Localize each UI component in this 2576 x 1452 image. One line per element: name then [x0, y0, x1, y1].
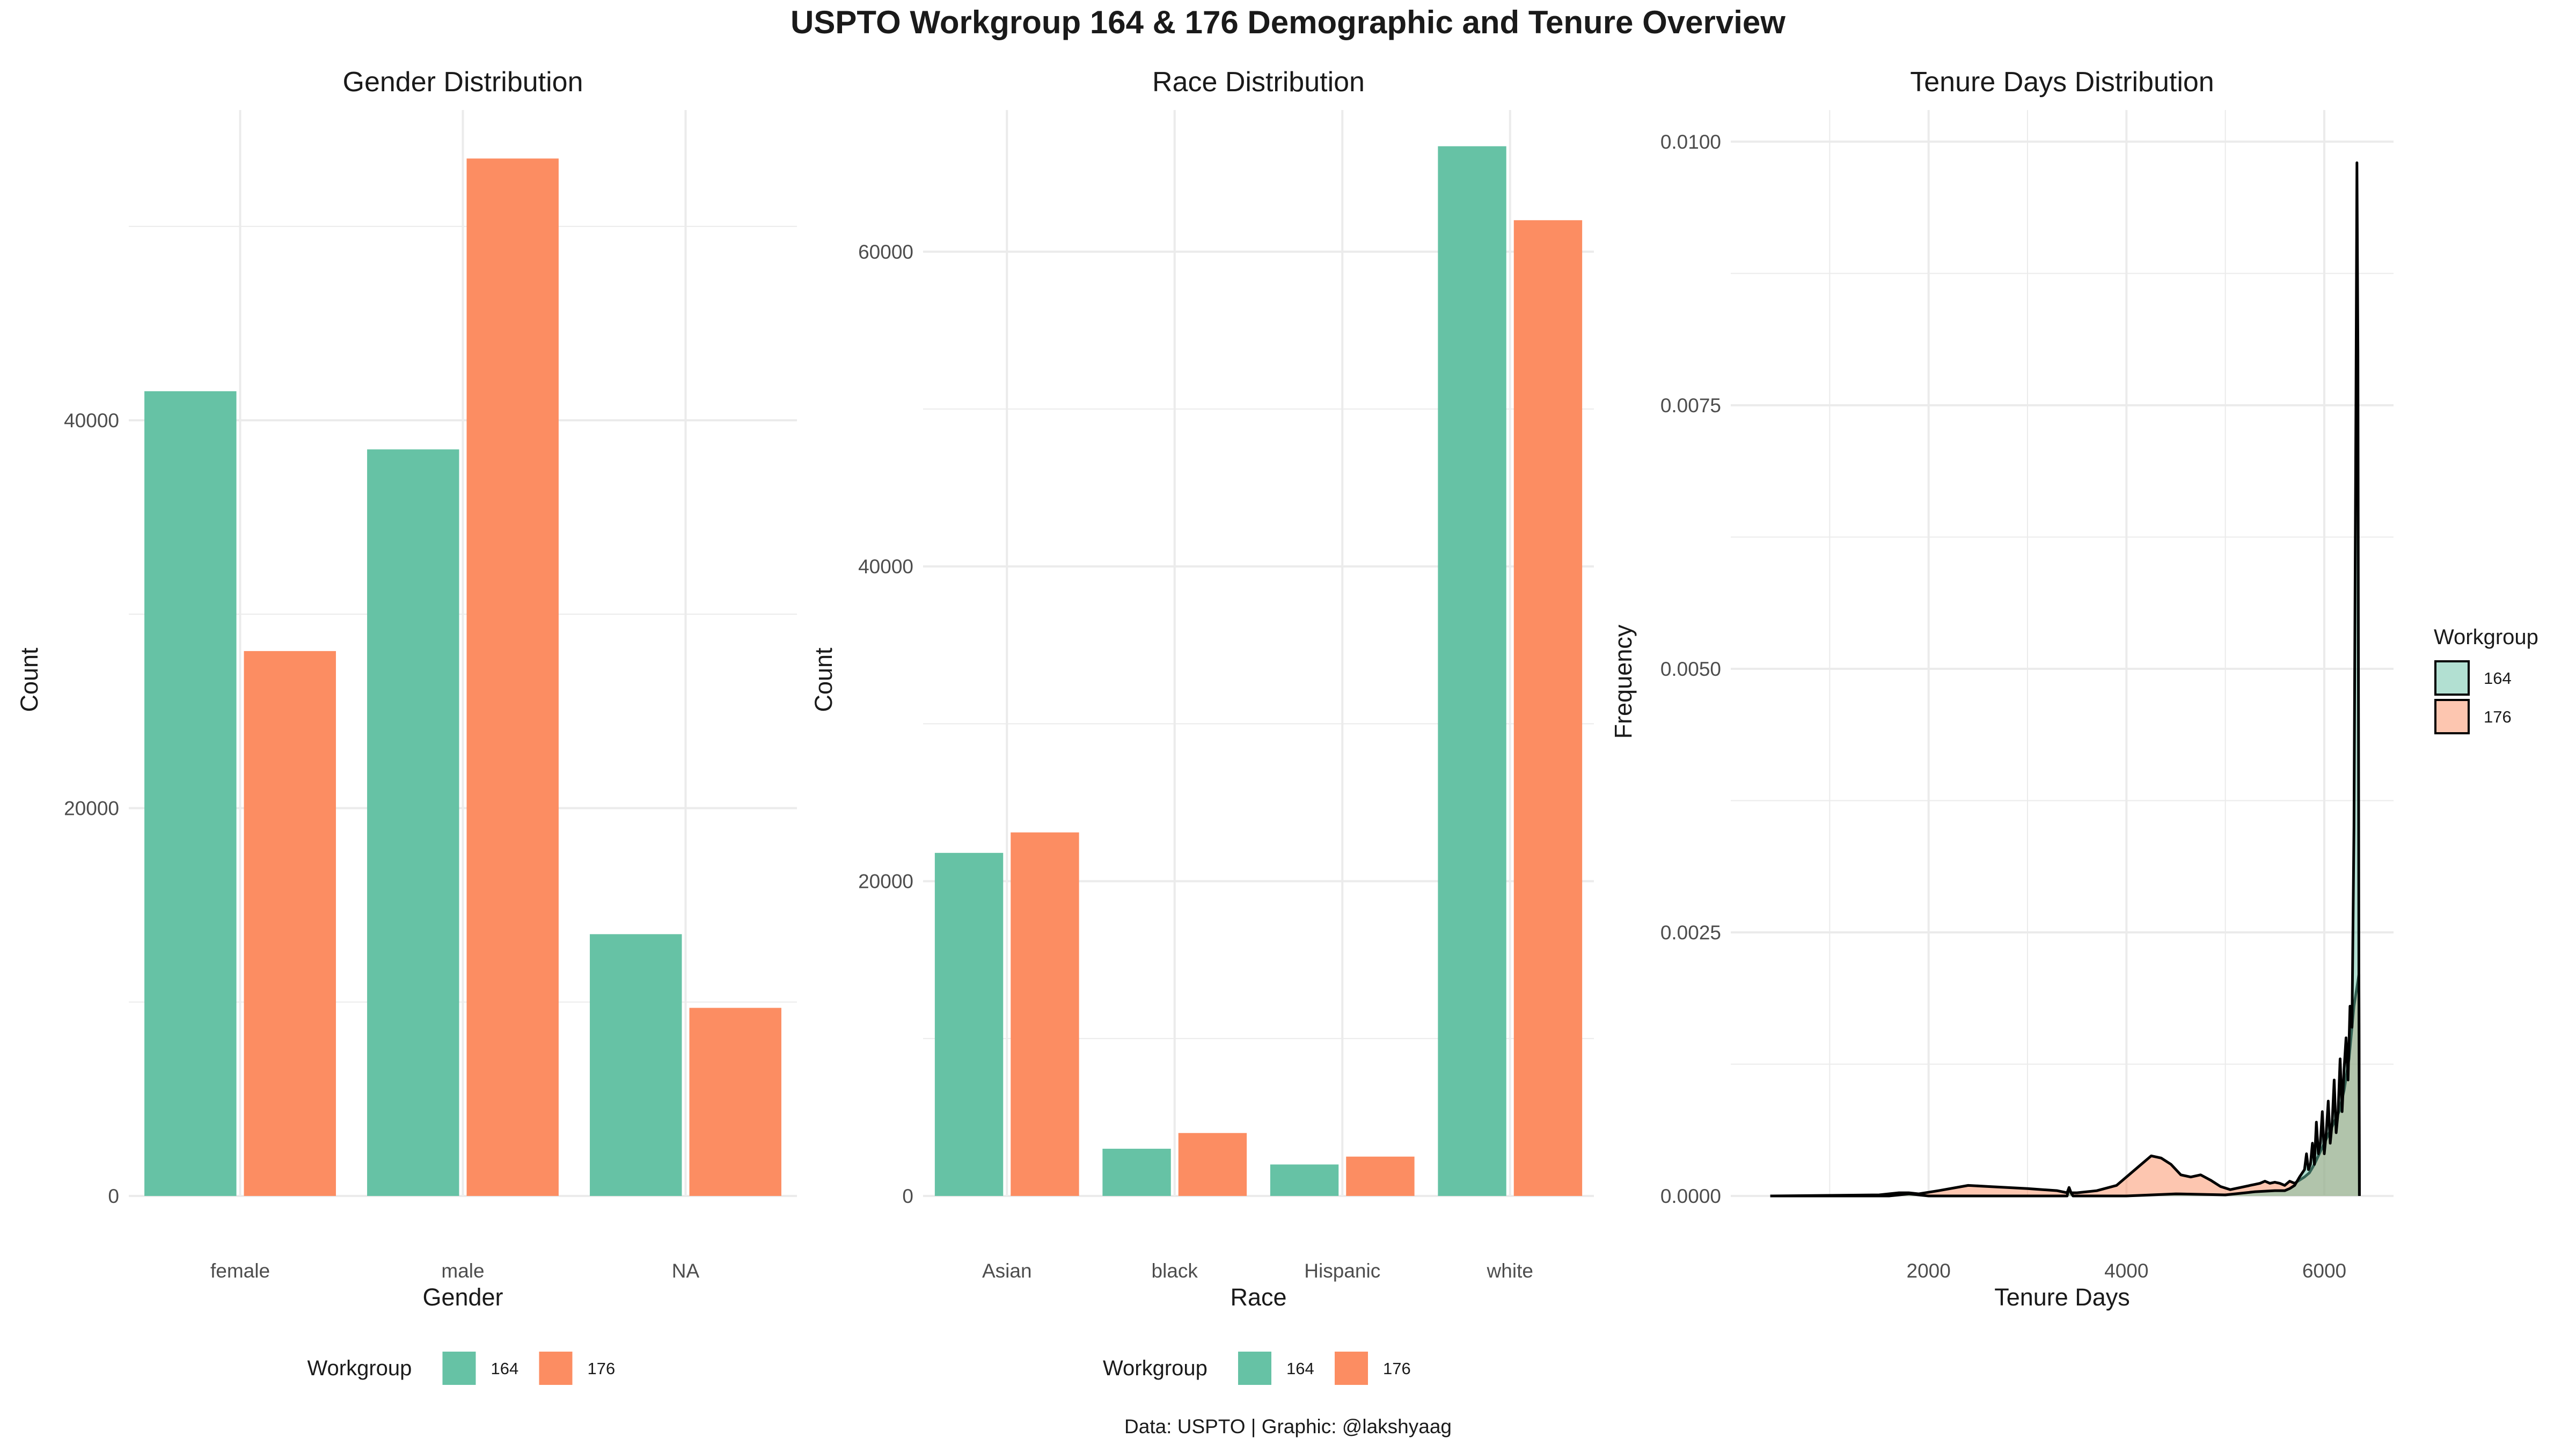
x-tick-label: 6000: [2302, 1260, 2346, 1282]
x-tick-label: 4000: [2104, 1260, 2148, 1282]
bar-na-164: [590, 934, 682, 1196]
legend-bottom: Workgroup 164 176: [1103, 1352, 1411, 1385]
legend-key-164: [442, 1352, 476, 1385]
density-area-176: [1770, 974, 2360, 1196]
y-axis-title: Count: [810, 647, 837, 712]
y-axis-title: Count: [16, 647, 43, 712]
legend-label-176: 176: [588, 1359, 616, 1378]
x-tick-label: Hispanic: [1304, 1260, 1380, 1282]
panel-title: Gender Distribution: [343, 67, 583, 98]
bar-black-164: [1102, 1149, 1171, 1196]
bar-white-176: [1513, 220, 1583, 1196]
bar-female-176: [244, 651, 336, 1196]
y-tick-label: 0: [108, 1185, 119, 1207]
legend-label-176: 176: [1383, 1359, 1411, 1378]
bar-black-176: [1178, 1133, 1247, 1196]
figure-title: USPTO Workgroup 164 & 176 Demographic an…: [791, 4, 1785, 40]
x-tick-label: white: [1487, 1260, 1533, 1282]
x-axis-title: Gender: [422, 1283, 503, 1311]
x-tick-label: 2000: [1907, 1260, 1951, 1282]
bar-na-176: [689, 1008, 781, 1196]
panel-title: Tenure Days Distribution: [1910, 67, 2214, 98]
density-line-176: [1770, 973, 2361, 1198]
legend-key-176: [1335, 1352, 1368, 1385]
legend-label-164: 164: [2484, 669, 2512, 688]
y-tick-label: 0: [902, 1185, 913, 1207]
bar-female-164: [144, 391, 237, 1196]
y-tick-label: 0.0000: [1660, 1185, 1721, 1207]
x-tick-label: NA: [672, 1260, 700, 1282]
y-tick-label: 40000: [64, 410, 119, 432]
y-tick-label: 0.0025: [1660, 922, 1721, 944]
x-tick-label: black: [1152, 1260, 1198, 1282]
density-panel-tenure: 0.0000 0.0025 0.0050 0.0075 0.0100 2000 4000 60…: [1609, 67, 2538, 1311]
legend-key-164: [1238, 1352, 1271, 1385]
legend-title: Workgroup: [1103, 1356, 1208, 1380]
legend-key-164: [2434, 660, 2470, 696]
bar-white-164: [1438, 146, 1506, 1196]
x-axis-title: Tenure Days: [1994, 1283, 2130, 1311]
x-tick-label: Asian: [982, 1260, 1032, 1282]
legend-title: Workgroup: [308, 1356, 412, 1380]
bar-hispanic-176: [1346, 1156, 1415, 1196]
y-tick-label: 60000: [858, 241, 913, 263]
bar-panel-race: 0 20000 40000 60000 Asian black Hispanic white R…: [810, 67, 1594, 1385]
legend-label-164: 164: [1286, 1359, 1314, 1378]
bar-male-176: [466, 158, 559, 1196]
x-axis-title: Race: [1230, 1283, 1286, 1311]
density-line-164: [1770, 161, 2361, 1198]
bar-panel-gender: 0 20000 40000 female male NA Gender Distributi…: [16, 67, 797, 1385]
density-area-164: [1770, 163, 2360, 1196]
panel-title: Race Distribution: [1152, 67, 1365, 98]
y-tick-label: 0.0075: [1660, 395, 1721, 417]
y-tick-label: 20000: [858, 871, 913, 893]
y-tick-label: 0.0050: [1660, 658, 1721, 680]
bar-male-164: [367, 449, 459, 1196]
legend-key-176: [2434, 699, 2470, 734]
y-axis-title: Frequency: [1609, 624, 1637, 739]
y-tick-label: 0.0100: [1660, 131, 1721, 153]
figure-caption: Data: USPTO | Graphic: @lakshyaag: [1124, 1415, 1452, 1438]
legend-right: Workgroup 164 176: [2434, 625, 2538, 734]
y-tick-label: 20000: [64, 798, 119, 820]
legend-bottom: Workgroup 164 176: [308, 1352, 616, 1385]
legend-label-176: 176: [2484, 707, 2512, 726]
legend-key-176: [539, 1352, 573, 1385]
x-tick-label: female: [210, 1260, 270, 1282]
bar-asian-176: [1011, 832, 1079, 1196]
legend-title: Workgroup: [2434, 625, 2538, 649]
y-tick-label: 40000: [858, 556, 913, 578]
legend-label-164: 164: [491, 1359, 519, 1378]
bar-asian-164: [934, 852, 1004, 1196]
bar-hispanic-164: [1270, 1164, 1339, 1196]
x-tick-label: male: [441, 1260, 484, 1282]
